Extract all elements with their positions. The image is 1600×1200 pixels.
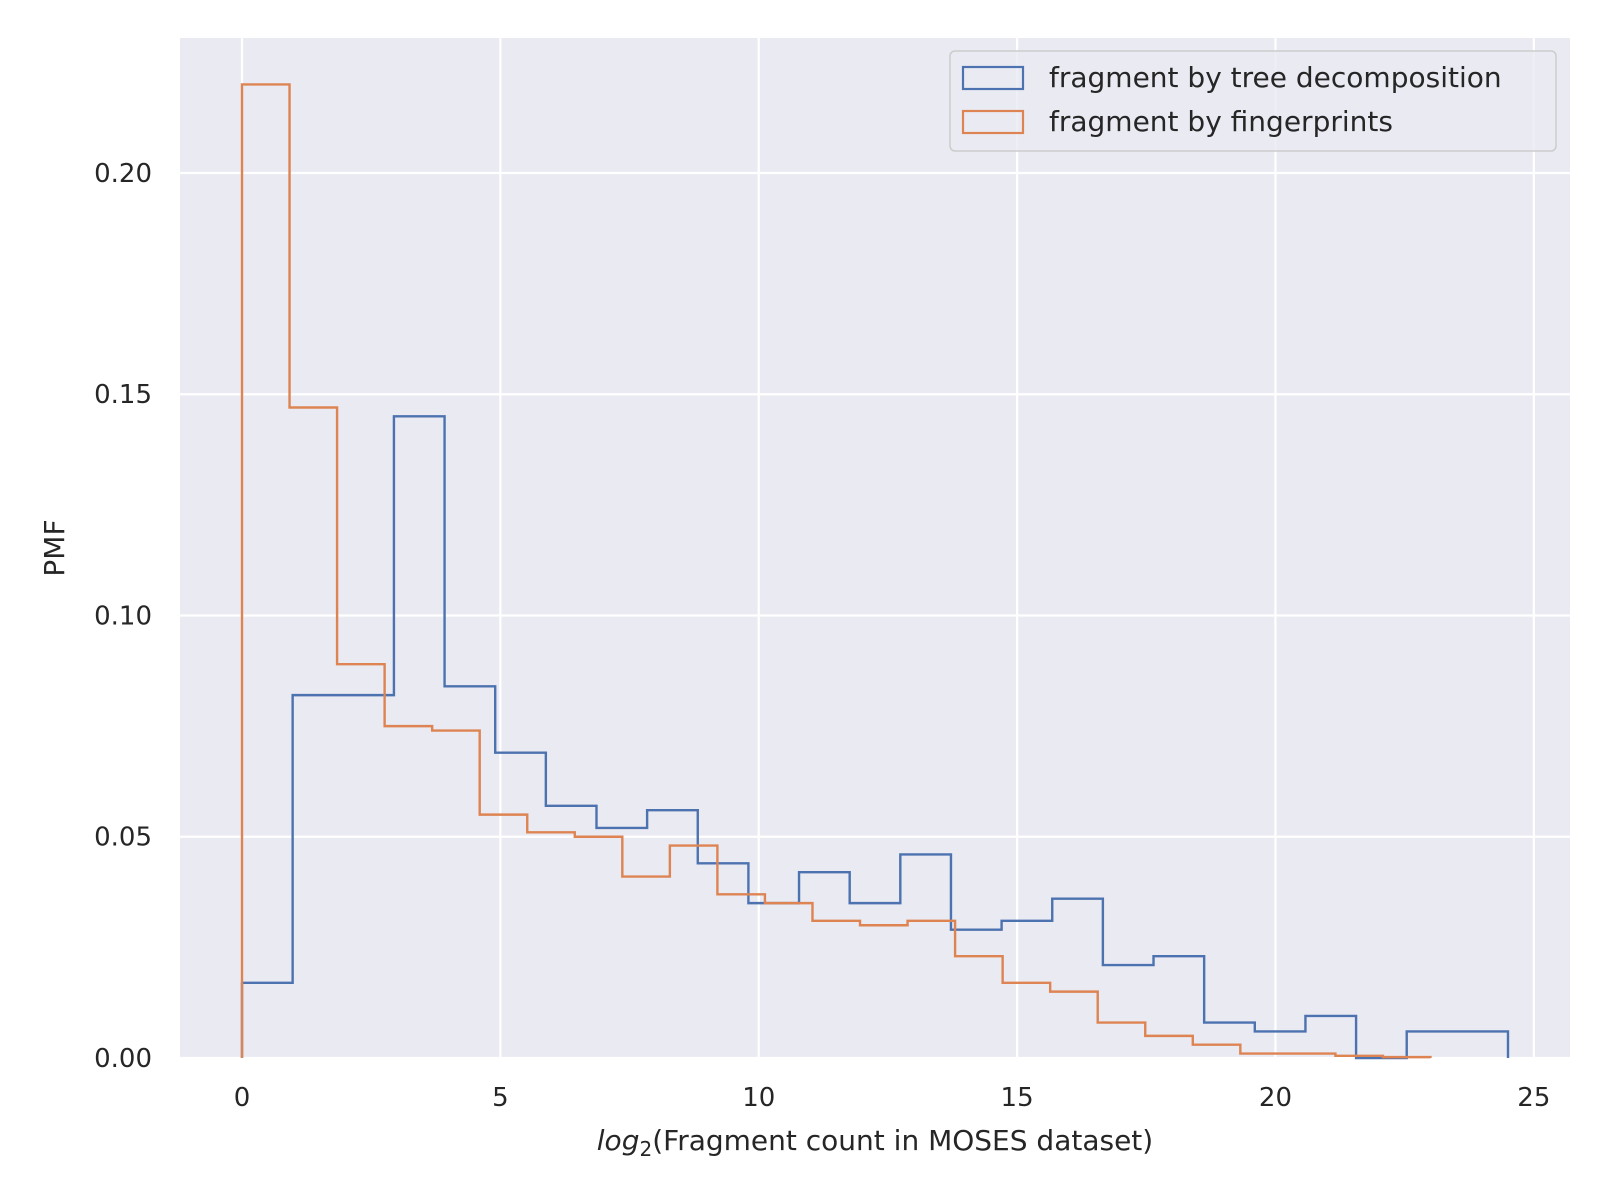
x-axis-ticks: 0 5 10 15 20 25 — [234, 1083, 1551, 1113]
legend-swatch-tree-decomposition — [961, 65, 1025, 91]
legend: fragment by tree decomposition fragment … — [949, 50, 1557, 152]
y-tick-label: 0.05 — [94, 823, 152, 853]
x-tick-label: 20 — [1259, 1083, 1292, 1113]
y-tick-label: 0.10 — [94, 601, 152, 631]
grid-lines — [180, 38, 1570, 1060]
x-axis-label-rest: (Fragment count in MOSES dataset) — [652, 1124, 1153, 1157]
series-layer — [240, 83, 1510, 1060]
y-tick-label: 0.15 — [94, 380, 152, 410]
x-tick-label: 15 — [1001, 1083, 1034, 1113]
x-tick-label: 25 — [1517, 1083, 1550, 1113]
x-tick-label: 5 — [492, 1083, 509, 1113]
legend-label-fingerprints: fragment by fingerprints — [1049, 105, 1393, 138]
legend-swatch-fingerprints — [961, 109, 1025, 135]
x-tick-label: 0 — [234, 1083, 251, 1113]
legend-label-tree-decomposition: fragment by tree decomposition — [1049, 61, 1502, 94]
plot-background — [180, 38, 1570, 1058]
y-tick-label: 0.00 — [94, 1044, 152, 1074]
histogram-step-series-1 — [240, 83, 1432, 1059]
x-axis-label-prefix: log — [597, 1124, 640, 1157]
y-tick-label: 0.20 — [94, 159, 152, 189]
x-tick-label: 10 — [742, 1083, 775, 1113]
x-axis-label: log2(Fragment count in MOSES dataset) — [597, 1124, 1153, 1161]
histogram-step-series-0 — [240, 415, 1510, 1060]
y-axis-ticks: 0.00 0.05 0.10 0.15 0.20 — [94, 159, 152, 1074]
y-axis-label: PMF — [38, 519, 71, 576]
x-axis-label-subscript: 2 — [639, 1137, 652, 1161]
legend-box — [949, 50, 1557, 152]
